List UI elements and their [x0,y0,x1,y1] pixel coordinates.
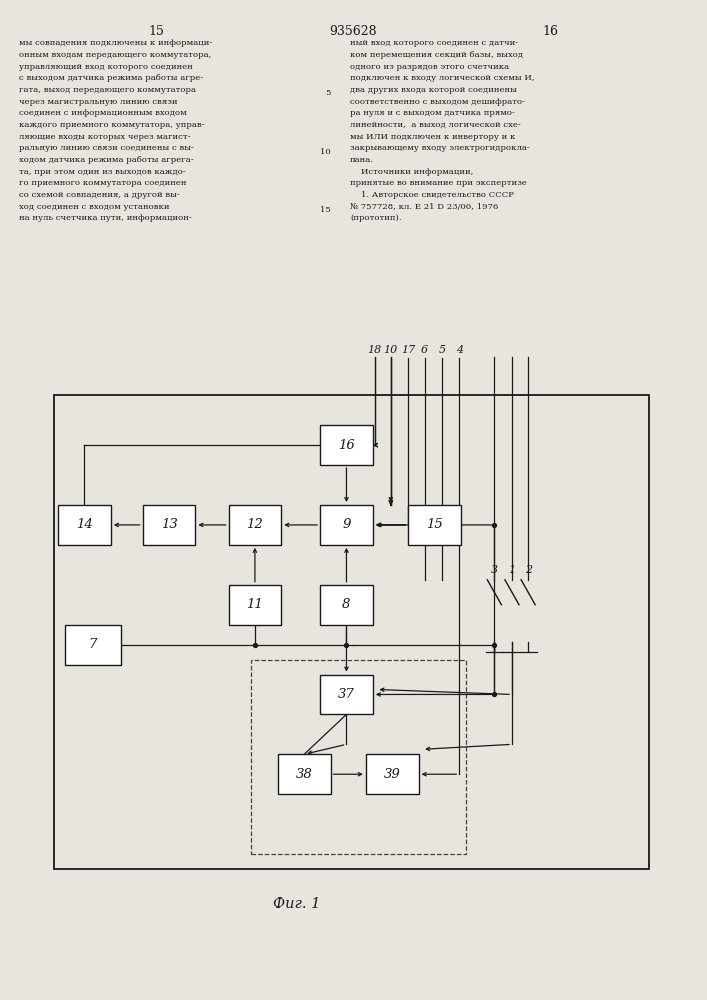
Text: два других входа которой соединены: два других входа которой соединены [350,86,517,94]
Bar [320,675,373,714]
Text: та, при этом один из выходов каждо-: та, при этом один из выходов каждо- [19,168,186,176]
Text: мы ИЛИ подключен к инвертору и к: мы ИЛИ подключен к инвертору и к [350,133,515,141]
Text: соединен с информационным входом: соединен с информационным входом [19,109,187,117]
Text: 14: 14 [76,518,93,531]
Bar [54,395,649,869]
Text: ральную линию связи соединены с вы-: ральную линию связи соединены с вы- [19,144,194,152]
Text: каждого приемного коммутатора, управ-: каждого приемного коммутатора, управ- [19,121,204,129]
Text: 11: 11 [247,598,263,611]
Bar [228,585,281,625]
Text: линейности,  а выход логической схе-: линейности, а выход логической схе- [350,121,521,129]
Text: с выходом датчика режима работы агре-: с выходом датчика режима работы агре- [19,74,203,82]
Text: ный вход которого соединен с датчи-: ный вход которого соединен с датчи- [350,39,518,47]
Text: 15: 15 [148,25,164,38]
Text: 18: 18 [368,345,382,355]
Text: онным входам передающего коммутатора,: онным входам передающего коммутатора, [19,51,211,59]
Text: ходом датчика режима работы агрега-: ходом датчика режима работы агрега- [19,156,194,164]
Bar [58,505,111,545]
Text: принятые во внимание при экспертизе: принятые во внимание при экспертизе [350,179,527,187]
Text: 16: 16 [543,25,559,38]
Text: 5: 5 [326,89,331,97]
Bar [228,505,281,545]
Text: 5: 5 [438,345,446,355]
Text: 1: 1 [508,565,515,575]
Bar [408,505,461,545]
Text: 9: 9 [342,518,351,531]
Text: ком перемещения секций базы, выход: ком перемещения секций базы, выход [350,51,523,59]
Text: через магистральную линию связи: через магистральную линию связи [19,98,177,106]
Bar [320,585,373,625]
Text: 12: 12 [247,518,263,531]
Text: № 757728, кл. Е 21 D 23/00, 1976: № 757728, кл. Е 21 D 23/00, 1976 [350,203,498,211]
Text: 16: 16 [338,439,355,452]
Text: ра нуля и с выходом датчика прямо-: ра нуля и с выходом датчика прямо- [350,109,515,117]
Text: 7: 7 [89,638,97,651]
Text: 17: 17 [402,345,416,355]
Text: 1. Авторское свидетельство СССР: 1. Авторское свидетельство СССР [350,191,514,199]
Text: 10: 10 [320,148,331,156]
Text: Источники информации,: Источники информации, [350,168,474,176]
Text: 6: 6 [421,345,428,355]
Bar [320,505,373,545]
Text: соответственно с выходом дешифрато-: соответственно с выходом дешифрато- [350,98,525,106]
Bar [278,754,331,794]
Text: 2: 2 [525,565,532,575]
Text: 15: 15 [426,518,443,531]
Text: подключен к входу логической схемы И,: подключен к входу логической схемы И, [350,74,534,82]
Text: 8: 8 [342,598,351,611]
Text: 4: 4 [455,345,462,355]
Text: мы совпадения подключены к информаци-: мы совпадения подключены к информаци- [19,39,212,47]
Text: 37: 37 [338,688,355,701]
Text: 13: 13 [160,518,177,531]
Text: управляющий вход которого соединен: управляющий вход которого соединен [19,63,193,71]
Text: 39: 39 [384,768,401,781]
Text: 38: 38 [296,768,312,781]
Text: со схемой совпадения, а другой вы-: со схемой совпадения, а другой вы- [19,191,180,199]
Bar [366,754,419,794]
Text: 3: 3 [491,565,498,575]
Text: Фиг. 1: Фиг. 1 [274,897,321,911]
Text: ход соединен с входом установки: ход соединен с входом установки [19,203,170,211]
Bar [252,660,466,854]
Bar [143,505,195,545]
Text: ляющие входы которых через магист-: ляющие входы которых через магист- [19,133,190,141]
Text: 935628: 935628 [329,25,378,38]
Text: 15: 15 [320,206,331,214]
Bar [320,425,373,465]
Text: го приемного коммутатора соединен: го приемного коммутатора соединен [19,179,187,187]
Bar [65,625,121,665]
Text: (прототип).: (прототип). [350,214,402,222]
Text: на нуль счетчика пути, информацион-: на нуль счетчика пути, информацион- [19,214,192,222]
Text: пана.: пана. [350,156,374,164]
Text: одного из разрядов этого счетчика: одного из разрядов этого счетчика [350,63,509,71]
Text: закрывающему входу электрогидрокла-: закрывающему входу электрогидрокла- [350,144,530,152]
Text: 10: 10 [384,345,398,355]
Text: гата, выход передающего коммутатора: гата, выход передающего коммутатора [19,86,196,94]
